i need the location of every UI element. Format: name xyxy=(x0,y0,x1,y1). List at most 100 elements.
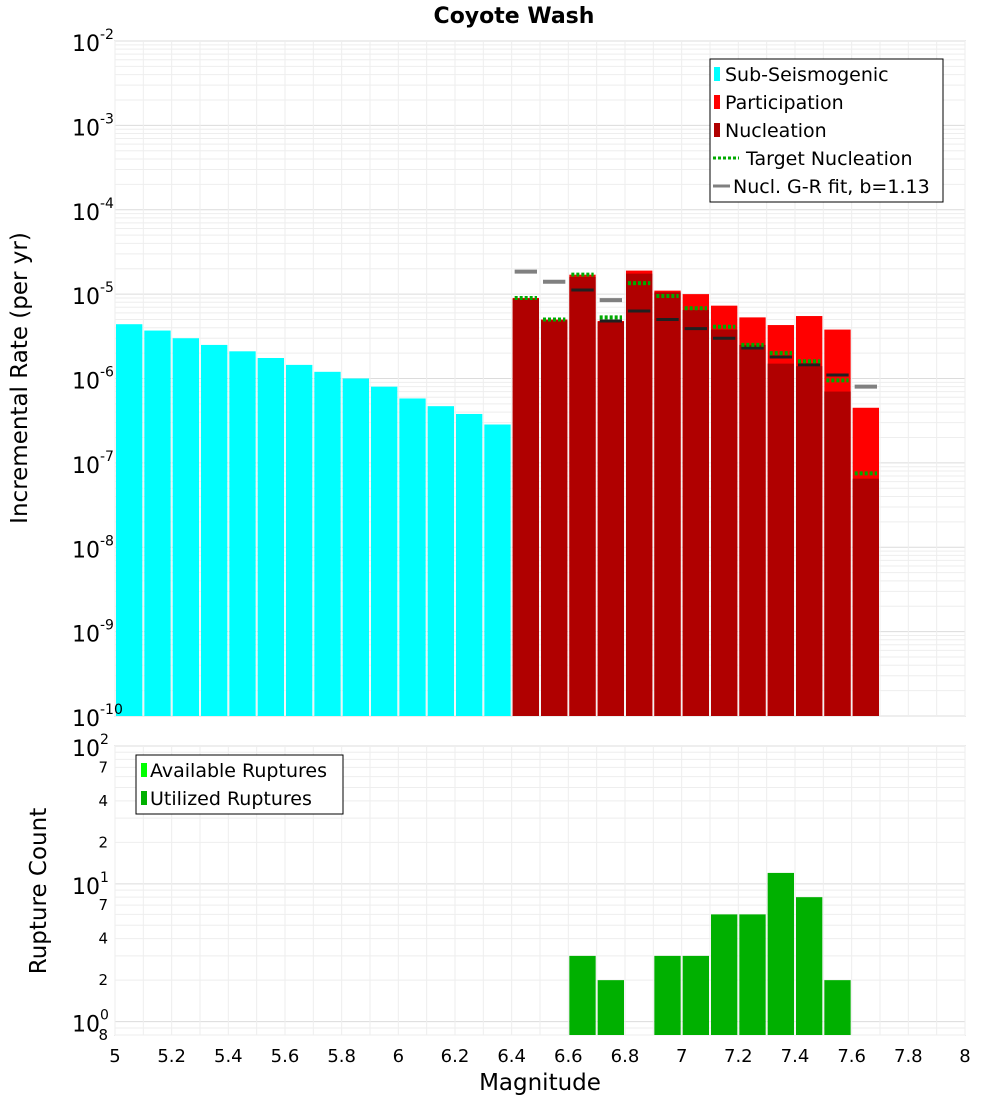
legend-label: Target Nucleation xyxy=(745,148,913,170)
x-tick-label: 7 xyxy=(676,1046,687,1067)
sub-seismogenic-bar xyxy=(229,351,256,716)
y-tick-label: 10-4 xyxy=(72,196,114,226)
count-bars xyxy=(569,872,851,1035)
legend-label: Participation xyxy=(725,92,844,114)
y-tick-exponent: 0 xyxy=(100,1008,109,1024)
legend-label: Sub-Seismogenic xyxy=(725,64,889,86)
y-tick-base: 10 xyxy=(72,201,100,226)
rate-legend: Sub-Seismogenic Participation Nucleation Ta… xyxy=(709,58,944,203)
y-tick-exponent: -6 xyxy=(100,365,114,381)
nucleation-bar xyxy=(739,344,766,716)
sub-seismogenic-bar xyxy=(342,378,369,716)
utilized-ruptures-bar xyxy=(824,980,851,1035)
sub-seismogenic-bar xyxy=(257,357,284,716)
rate-y-ticks: 10-210-310-410-510-610-710-810-910-10 xyxy=(72,27,123,732)
y-minor-tick-label: 4 xyxy=(98,930,108,948)
y-tick-label: 10-6 xyxy=(72,365,114,395)
utilized-ruptures-bar xyxy=(654,955,681,1035)
nucleation-bar xyxy=(796,366,823,716)
y-tick-base: 10 xyxy=(72,623,100,648)
legend-label: Available Ruptures xyxy=(150,760,327,782)
legend-swatch xyxy=(141,791,147,805)
sub-seismogenic-bar xyxy=(427,406,454,716)
sub-seismogenic-bar xyxy=(399,398,426,716)
sub-seismogenic-bar xyxy=(172,338,199,716)
y-tick-exponent: -8 xyxy=(100,533,114,549)
nucleation-bar xyxy=(541,320,568,716)
x-tick-label: 5 xyxy=(109,1046,120,1067)
y-tick-exponent: -3 xyxy=(100,111,114,127)
legend-swatch xyxy=(141,763,147,777)
rate-panel: 10-210-310-410-510-610-710-810-910-10 In… xyxy=(7,27,966,732)
y-tick-base: 10 xyxy=(72,737,100,762)
sub-seismogenic-bar xyxy=(371,386,398,716)
y-tick-base: 10 xyxy=(72,1013,100,1038)
sub-seismogenic-bar xyxy=(286,364,313,716)
utilized-ruptures-bar xyxy=(739,914,766,1035)
rate-bars xyxy=(116,270,879,716)
x-tick-label: 6.6 xyxy=(554,1046,583,1067)
y-tick-exponent: -5 xyxy=(100,280,114,296)
sub-seismogenic-bar xyxy=(201,344,228,716)
sub-seismogenic-bar xyxy=(144,330,171,716)
y-tick-label: 10-2 xyxy=(72,27,114,57)
utilized-ruptures-bar xyxy=(569,955,596,1035)
y-tick-label: 10-9 xyxy=(72,618,114,648)
y-tick-exponent: -7 xyxy=(100,449,114,465)
legend-label: Nucl. G-R fit, b=1.13 xyxy=(733,176,930,198)
nucleation-bar xyxy=(654,292,681,716)
utilized-ruptures-bar xyxy=(597,980,624,1035)
legend-swatch xyxy=(714,95,720,109)
nucleation-bar xyxy=(597,321,624,716)
nucleation-bar xyxy=(512,298,539,716)
x-tick-label: 7.6 xyxy=(837,1046,866,1067)
utilized-ruptures-bar xyxy=(796,897,823,1035)
y-minor-tick-label: 8 xyxy=(98,1026,108,1044)
y-minor-tick-label: 4 xyxy=(98,792,108,810)
x-tick-label: 6.4 xyxy=(497,1046,526,1067)
legend-label: Nucleation xyxy=(725,120,827,142)
x-tick-label: 5.2 xyxy=(157,1046,186,1067)
x-axis-title: Magnitude xyxy=(479,1070,601,1096)
rate-y-axis-title: Incremental Rate (per yr) xyxy=(7,232,33,524)
x-tick-label: 5.4 xyxy=(214,1046,243,1067)
chart-title: Coyote Wash xyxy=(434,4,595,29)
y-tick-exponent: -9 xyxy=(100,618,114,634)
rate-line-marks xyxy=(514,269,877,476)
nucleation-bar xyxy=(852,478,879,716)
sub-seismogenic-bar xyxy=(484,424,511,716)
y-tick-exponent: 2 xyxy=(100,732,109,748)
nucleation-bar xyxy=(711,329,738,716)
legend-box xyxy=(709,58,944,203)
x-tick-label: 5.6 xyxy=(271,1046,300,1067)
sub-seismogenic-bar xyxy=(456,413,483,716)
utilized-ruptures-bar xyxy=(711,914,738,1035)
count-x-ticks: 5 5.2 5.4 5.6 5.8 6 6.2 6.4 6.6 6.8 7 7.2 7.4 7.6 7.8 8 xyxy=(109,1046,970,1067)
y-tick-label: 10-8 xyxy=(72,533,114,563)
y-tick-label: 10-10 xyxy=(72,702,123,732)
y-tick-base: 10 xyxy=(72,454,100,479)
y-tick-label: 100 xyxy=(72,1008,109,1038)
y-tick-base: 10 xyxy=(72,875,100,900)
y-minor-tick-label: 2 xyxy=(98,971,108,989)
y-tick-label: 101 xyxy=(72,870,109,900)
sub-seismogenic-bar xyxy=(116,324,143,716)
legend-label: Utilized Ruptures xyxy=(150,788,312,810)
utilized-ruptures-bar xyxy=(767,872,794,1035)
x-tick-label: 6 xyxy=(393,1046,404,1067)
x-tick-label: 7.8 xyxy=(894,1046,923,1067)
y-tick-exponent: -4 xyxy=(100,196,114,212)
y-tick-label: 102 xyxy=(72,732,109,762)
y-tick-exponent: -10 xyxy=(100,702,123,718)
y-tick-label: 10-5 xyxy=(72,280,114,310)
nucleation-bar xyxy=(626,273,653,716)
y-tick-base: 10 xyxy=(72,32,100,57)
x-tick-label: 7.4 xyxy=(781,1046,810,1067)
x-tick-label: 6.2 xyxy=(441,1046,470,1067)
utilized-ruptures-bar xyxy=(682,955,709,1035)
nucleation-bar xyxy=(767,363,794,716)
y-tick-exponent: 1 xyxy=(100,870,109,886)
